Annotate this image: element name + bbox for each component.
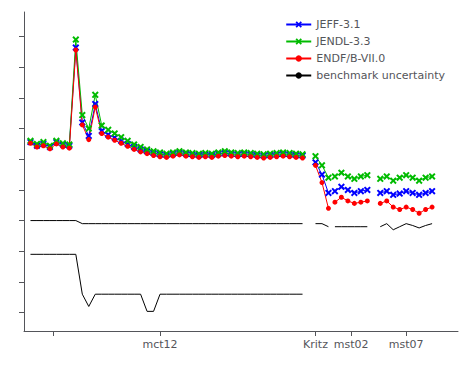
svg-text:JEFF-3.1: JEFF-3.1: [315, 18, 360, 31]
svg-text:mst07: mst07: [389, 338, 424, 351]
svg-text:mct12: mct12: [142, 338, 177, 351]
svg-text:benchmark uncertainty: benchmark uncertainty: [316, 69, 445, 82]
svg-text:mst02: mst02: [334, 338, 369, 351]
svg-text:JENDL-3.3: JENDL-3.3: [315, 35, 370, 48]
svg-text:Kritz: Kritz: [303, 338, 328, 351]
svg-text:ENDF/B-VII.0: ENDF/B-VII.0: [316, 52, 385, 65]
